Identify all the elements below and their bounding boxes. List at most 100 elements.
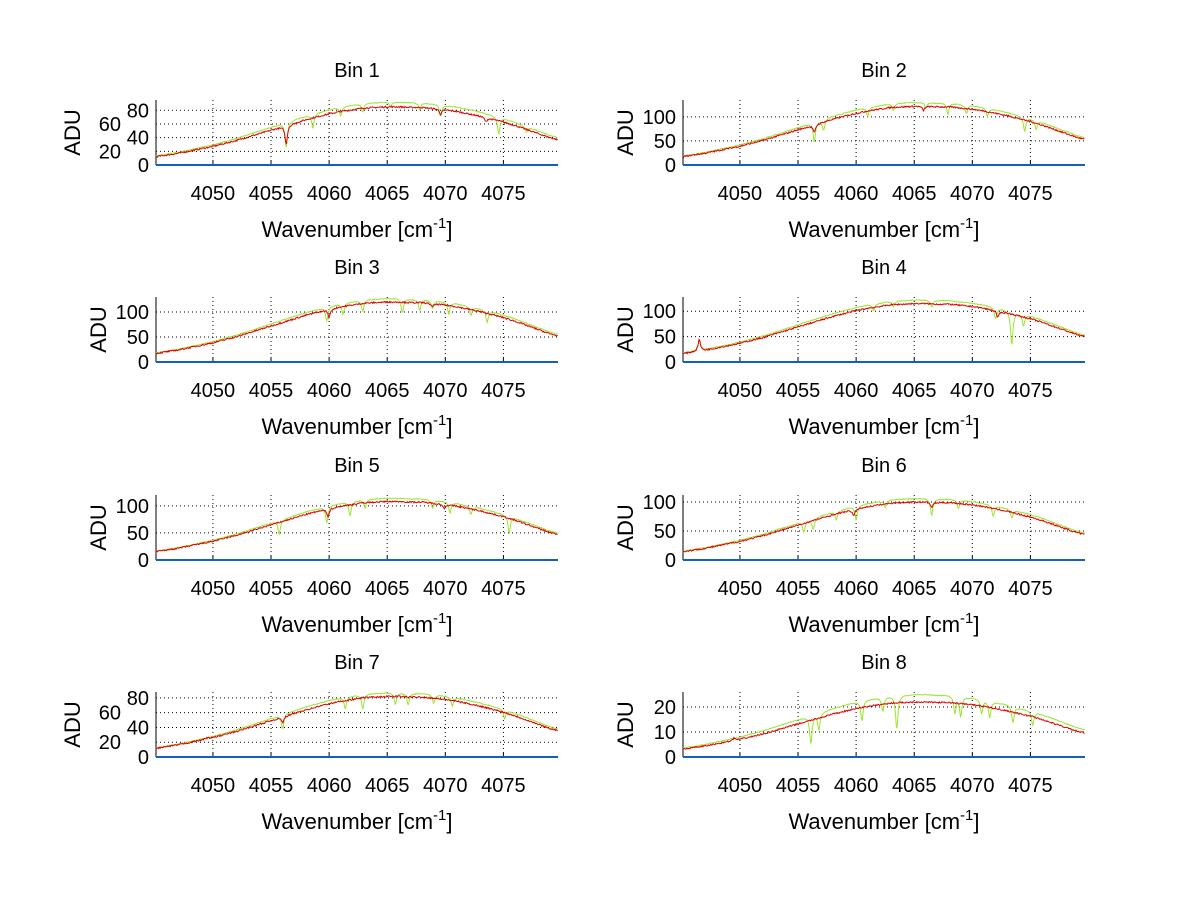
y-tick-label: 80 bbox=[127, 688, 149, 710]
x-tick-label: 4050 bbox=[718, 183, 763, 205]
series-green-line bbox=[682, 101, 1085, 157]
x-tick-label: 4050 bbox=[191, 775, 236, 797]
series-red-line bbox=[682, 700, 1085, 750]
subplot-8: Bin 8 4050 4055 4060 4065 4070 4075 0 10 20 ADU Wav… bbox=[613, 652, 1085, 834]
x-label-text: Wavenumber [cm bbox=[261, 612, 433, 637]
series-green-line bbox=[155, 497, 558, 552]
x-tick-label: 4070 bbox=[950, 578, 995, 600]
x-tick-label: 4060 bbox=[307, 380, 352, 402]
x-label-bracket: ] bbox=[446, 414, 452, 439]
x-axis-label: Wavenumber [cm-1] bbox=[788, 412, 979, 439]
x-tick-label: 4060 bbox=[307, 578, 352, 600]
x-axis-label: Wavenumber [cm-1] bbox=[261, 807, 452, 834]
x-label-text: Wavenumber [cm bbox=[261, 809, 433, 834]
y-tick-label: 100 bbox=[643, 301, 676, 323]
x-tick-label: 4060 bbox=[834, 183, 879, 205]
y-axis-label: ADU bbox=[613, 701, 638, 747]
x-tick-label: 4070 bbox=[950, 775, 995, 797]
x-label-text: Wavenumber [cm bbox=[261, 414, 433, 439]
x-label-superscript: -1 bbox=[433, 807, 446, 824]
y-tick-label: 0 bbox=[138, 550, 149, 572]
x-tick-label: 4075 bbox=[1008, 578, 1053, 600]
x-tick-label: 4055 bbox=[776, 183, 821, 205]
x-axis-label: Wavenumber [cm-1] bbox=[788, 215, 979, 242]
x-tick-label: 4050 bbox=[718, 775, 763, 797]
x-tick-label: 4065 bbox=[892, 183, 937, 205]
x-label-superscript: -1 bbox=[960, 610, 973, 627]
y-tick-label: 20 bbox=[99, 732, 121, 754]
y-tick-label: 60 bbox=[99, 114, 121, 136]
series-green-line bbox=[682, 497, 1085, 552]
y-tick-label: 0 bbox=[665, 747, 676, 769]
y-tick-label: 20 bbox=[99, 141, 121, 163]
series-red-line bbox=[682, 500, 1085, 553]
x-axis-label: Wavenumber [cm-1] bbox=[788, 807, 979, 834]
subplot-title: Bin 6 bbox=[861, 455, 907, 477]
series-red-line bbox=[155, 500, 558, 553]
x-tick-label: 4055 bbox=[776, 775, 821, 797]
x-tick-label: 4055 bbox=[776, 380, 821, 402]
y-tick-label: 100 bbox=[116, 302, 149, 324]
x-tick-label: 4070 bbox=[950, 380, 995, 402]
x-tick-label: 4065 bbox=[892, 380, 937, 402]
x-axis-label: Wavenumber [cm-1] bbox=[261, 215, 452, 242]
x-tick-label: 4070 bbox=[950, 183, 995, 205]
y-tick-label: 0 bbox=[138, 155, 149, 177]
y-axis-label: ADU bbox=[86, 306, 111, 352]
subplot-title: Bin 4 bbox=[861, 257, 907, 279]
x-label-text: Wavenumber [cm bbox=[788, 414, 960, 439]
x-tick-label: 4050 bbox=[718, 578, 763, 600]
x-tick-label: 4065 bbox=[365, 183, 410, 205]
x-label-text: Wavenumber [cm bbox=[788, 612, 960, 637]
x-tick-label: 4065 bbox=[892, 775, 937, 797]
y-axis-label: ADU bbox=[613, 504, 638, 550]
x-tick-label: 4055 bbox=[249, 183, 294, 205]
x-label-superscript: -1 bbox=[433, 412, 446, 429]
x-tick-label: 4055 bbox=[249, 775, 294, 797]
x-axis-label: Wavenumber [cm-1] bbox=[261, 610, 452, 637]
y-tick-label: 50 bbox=[654, 131, 676, 153]
x-label-text: Wavenumber [cm bbox=[788, 809, 960, 834]
subplot-title: Bin 2 bbox=[861, 60, 907, 82]
x-tick-label: 4070 bbox=[423, 578, 468, 600]
x-tick-label: 4050 bbox=[191, 578, 236, 600]
series-green-line bbox=[155, 101, 558, 157]
y-tick-label: 0 bbox=[138, 747, 149, 769]
x-tick-label: 4050 bbox=[191, 183, 236, 205]
y-axis-label: ADU bbox=[613, 306, 638, 352]
x-tick-label: 4070 bbox=[423, 775, 468, 797]
x-tick-label: 4065 bbox=[892, 578, 937, 600]
y-tick-label: 100 bbox=[116, 496, 149, 518]
x-label-text: Wavenumber [cm bbox=[788, 217, 960, 242]
y-tick-label: 100 bbox=[643, 107, 676, 129]
x-tick-label: 4075 bbox=[481, 183, 526, 205]
y-axis-label: ADU bbox=[60, 701, 85, 747]
x-label-superscript: -1 bbox=[960, 215, 973, 232]
y-tick-label: 60 bbox=[99, 703, 121, 725]
x-tick-label: 4055 bbox=[249, 380, 294, 402]
y-axis-label: ADU bbox=[60, 109, 85, 155]
y-tick-label: 10 bbox=[654, 722, 676, 744]
y-tick-label: 50 bbox=[654, 521, 676, 543]
y-axis-label: ADU bbox=[86, 504, 111, 550]
y-tick-label: 0 bbox=[665, 352, 676, 374]
x-tick-label: 4065 bbox=[365, 578, 410, 600]
x-label-superscript: -1 bbox=[960, 807, 973, 824]
y-tick-label: 0 bbox=[665, 155, 676, 177]
subplot-title: Bin 7 bbox=[334, 652, 380, 674]
x-tick-label: 4070 bbox=[423, 183, 468, 205]
x-label-bracket: ] bbox=[446, 809, 452, 834]
y-tick-label: 50 bbox=[127, 327, 149, 349]
series-red-line bbox=[683, 302, 1085, 355]
x-label-bracket: ] bbox=[973, 414, 979, 439]
y-tick-label: 0 bbox=[665, 550, 676, 572]
x-tick-label: 4060 bbox=[834, 775, 879, 797]
y-tick-label: 40 bbox=[127, 717, 149, 739]
x-label-text: Wavenumber [cm bbox=[261, 217, 433, 242]
x-tick-label: 4060 bbox=[307, 775, 352, 797]
